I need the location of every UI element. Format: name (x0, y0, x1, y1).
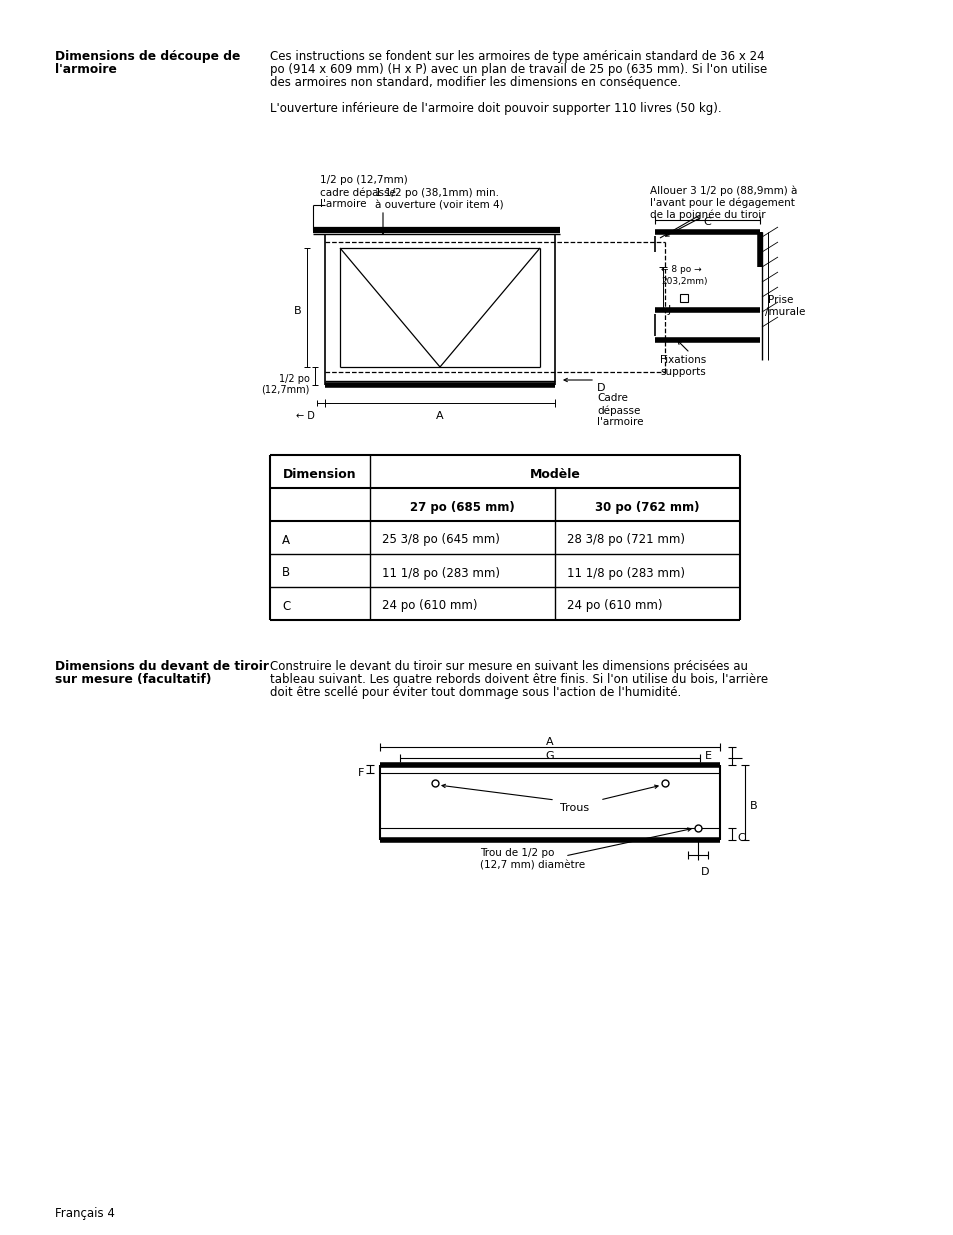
Text: 30 po (762 mm): 30 po (762 mm) (594, 500, 699, 514)
Text: B: B (749, 802, 757, 811)
Text: Fixations: Fixations (659, 354, 705, 366)
Text: dépasse: dépasse (597, 405, 639, 415)
Text: D: D (597, 383, 605, 393)
Text: Dimensions de découpe de: Dimensions de découpe de (55, 49, 240, 63)
Text: J: J (667, 305, 671, 315)
Text: Trous: Trous (559, 803, 589, 813)
Text: B: B (294, 306, 302, 316)
Text: 24 po (610 mm): 24 po (610 mm) (566, 599, 661, 613)
Text: Dimensions du devant de tiroir: Dimensions du devant de tiroir (55, 659, 269, 673)
Text: ← D: ← D (295, 411, 314, 421)
Text: 1/2 po (12,7mm): 1/2 po (12,7mm) (319, 175, 407, 185)
Text: Modèle: Modèle (529, 468, 579, 480)
Text: 27 po (685 mm): 27 po (685 mm) (409, 500, 514, 514)
Text: sur mesure (facultatif): sur mesure (facultatif) (55, 673, 212, 685)
Text: 24 po (610 mm): 24 po (610 mm) (381, 599, 477, 613)
Text: E: E (704, 751, 711, 761)
Text: l'avant pour le dégagement: l'avant pour le dégagement (649, 198, 794, 207)
Text: Français 4: Français 4 (55, 1207, 114, 1220)
Text: l'armoire: l'armoire (597, 417, 643, 427)
Text: G: G (545, 751, 554, 761)
Text: ← 8 po →: ← 8 po → (660, 266, 700, 274)
Text: C: C (737, 832, 744, 844)
Text: l'armoire: l'armoire (319, 199, 366, 209)
Text: A: A (282, 534, 290, 547)
Text: A: A (436, 411, 443, 421)
Text: 11 1/8 po (283 mm): 11 1/8 po (283 mm) (381, 567, 499, 579)
Text: doit être scellé pour éviter tout dommage sous l'action de l'humidité.: doit être scellé pour éviter tout dommag… (270, 685, 680, 699)
Text: C: C (282, 599, 290, 613)
Text: Trou de 1/2 po: Trou de 1/2 po (479, 848, 554, 858)
Text: tableau suivant. Les quatre rebords doivent être finis. Si l'on utilise du bois,: tableau suivant. Les quatre rebords doiv… (270, 673, 767, 685)
Text: l'armoire: l'armoire (55, 63, 117, 77)
Text: à ouverture (voir item 4): à ouverture (voir item 4) (375, 200, 503, 210)
Text: C: C (702, 217, 710, 227)
Text: po (914 x 609 mm) (H x P) avec un plan de travail de 25 po (635 mm). Si l'on uti: po (914 x 609 mm) (H x P) avec un plan d… (270, 63, 766, 77)
Text: cadre dépasse: cadre dépasse (319, 186, 395, 198)
Text: L'ouverture inférieure de l'armoire doit pouvoir supporter 110 livres (50 kg).: L'ouverture inférieure de l'armoire doit… (270, 103, 720, 115)
Text: (12,7 mm) diamètre: (12,7 mm) diamètre (479, 860, 584, 869)
Text: des armoires non standard, modifier les dimensions en conséquence.: des armoires non standard, modifier les … (270, 77, 680, 89)
Text: D: D (700, 867, 709, 877)
Text: /murale: /murale (764, 308, 804, 317)
Text: 1 1/2 po (38,1mm) min.: 1 1/2 po (38,1mm) min. (375, 188, 498, 198)
Text: Allouer 3 1/2 po (88,9mm) à: Allouer 3 1/2 po (88,9mm) à (649, 185, 797, 195)
Text: 1/2 po: 1/2 po (279, 374, 310, 384)
Text: Ces instructions se fondent sur les armoires de type américain standard de 36 x : Ces instructions se fondent sur les armo… (270, 49, 763, 63)
Text: 11 1/8 po (283 mm): 11 1/8 po (283 mm) (566, 567, 684, 579)
Text: (12,7mm): (12,7mm) (261, 385, 310, 395)
Text: 28 3/8 po (721 mm): 28 3/8 po (721 mm) (566, 534, 684, 547)
Text: 25 3/8 po (645 mm): 25 3/8 po (645 mm) (381, 534, 499, 547)
Text: 203,2mm): 203,2mm) (660, 277, 707, 287)
Bar (679, 294, 687, 303)
Text: Cadre: Cadre (597, 393, 627, 403)
Text: F: F (357, 768, 364, 778)
Text: A: A (546, 737, 554, 747)
Text: Prise: Prise (767, 295, 793, 305)
Text: Dimension: Dimension (283, 468, 356, 480)
Text: supports: supports (659, 367, 705, 377)
Text: B: B (282, 567, 290, 579)
Text: Construire le devant du tiroir sur mesure en suivant les dimensions précisées au: Construire le devant du tiroir sur mesur… (270, 659, 747, 673)
Text: de la poignée du tiroir: de la poignée du tiroir (649, 209, 765, 220)
